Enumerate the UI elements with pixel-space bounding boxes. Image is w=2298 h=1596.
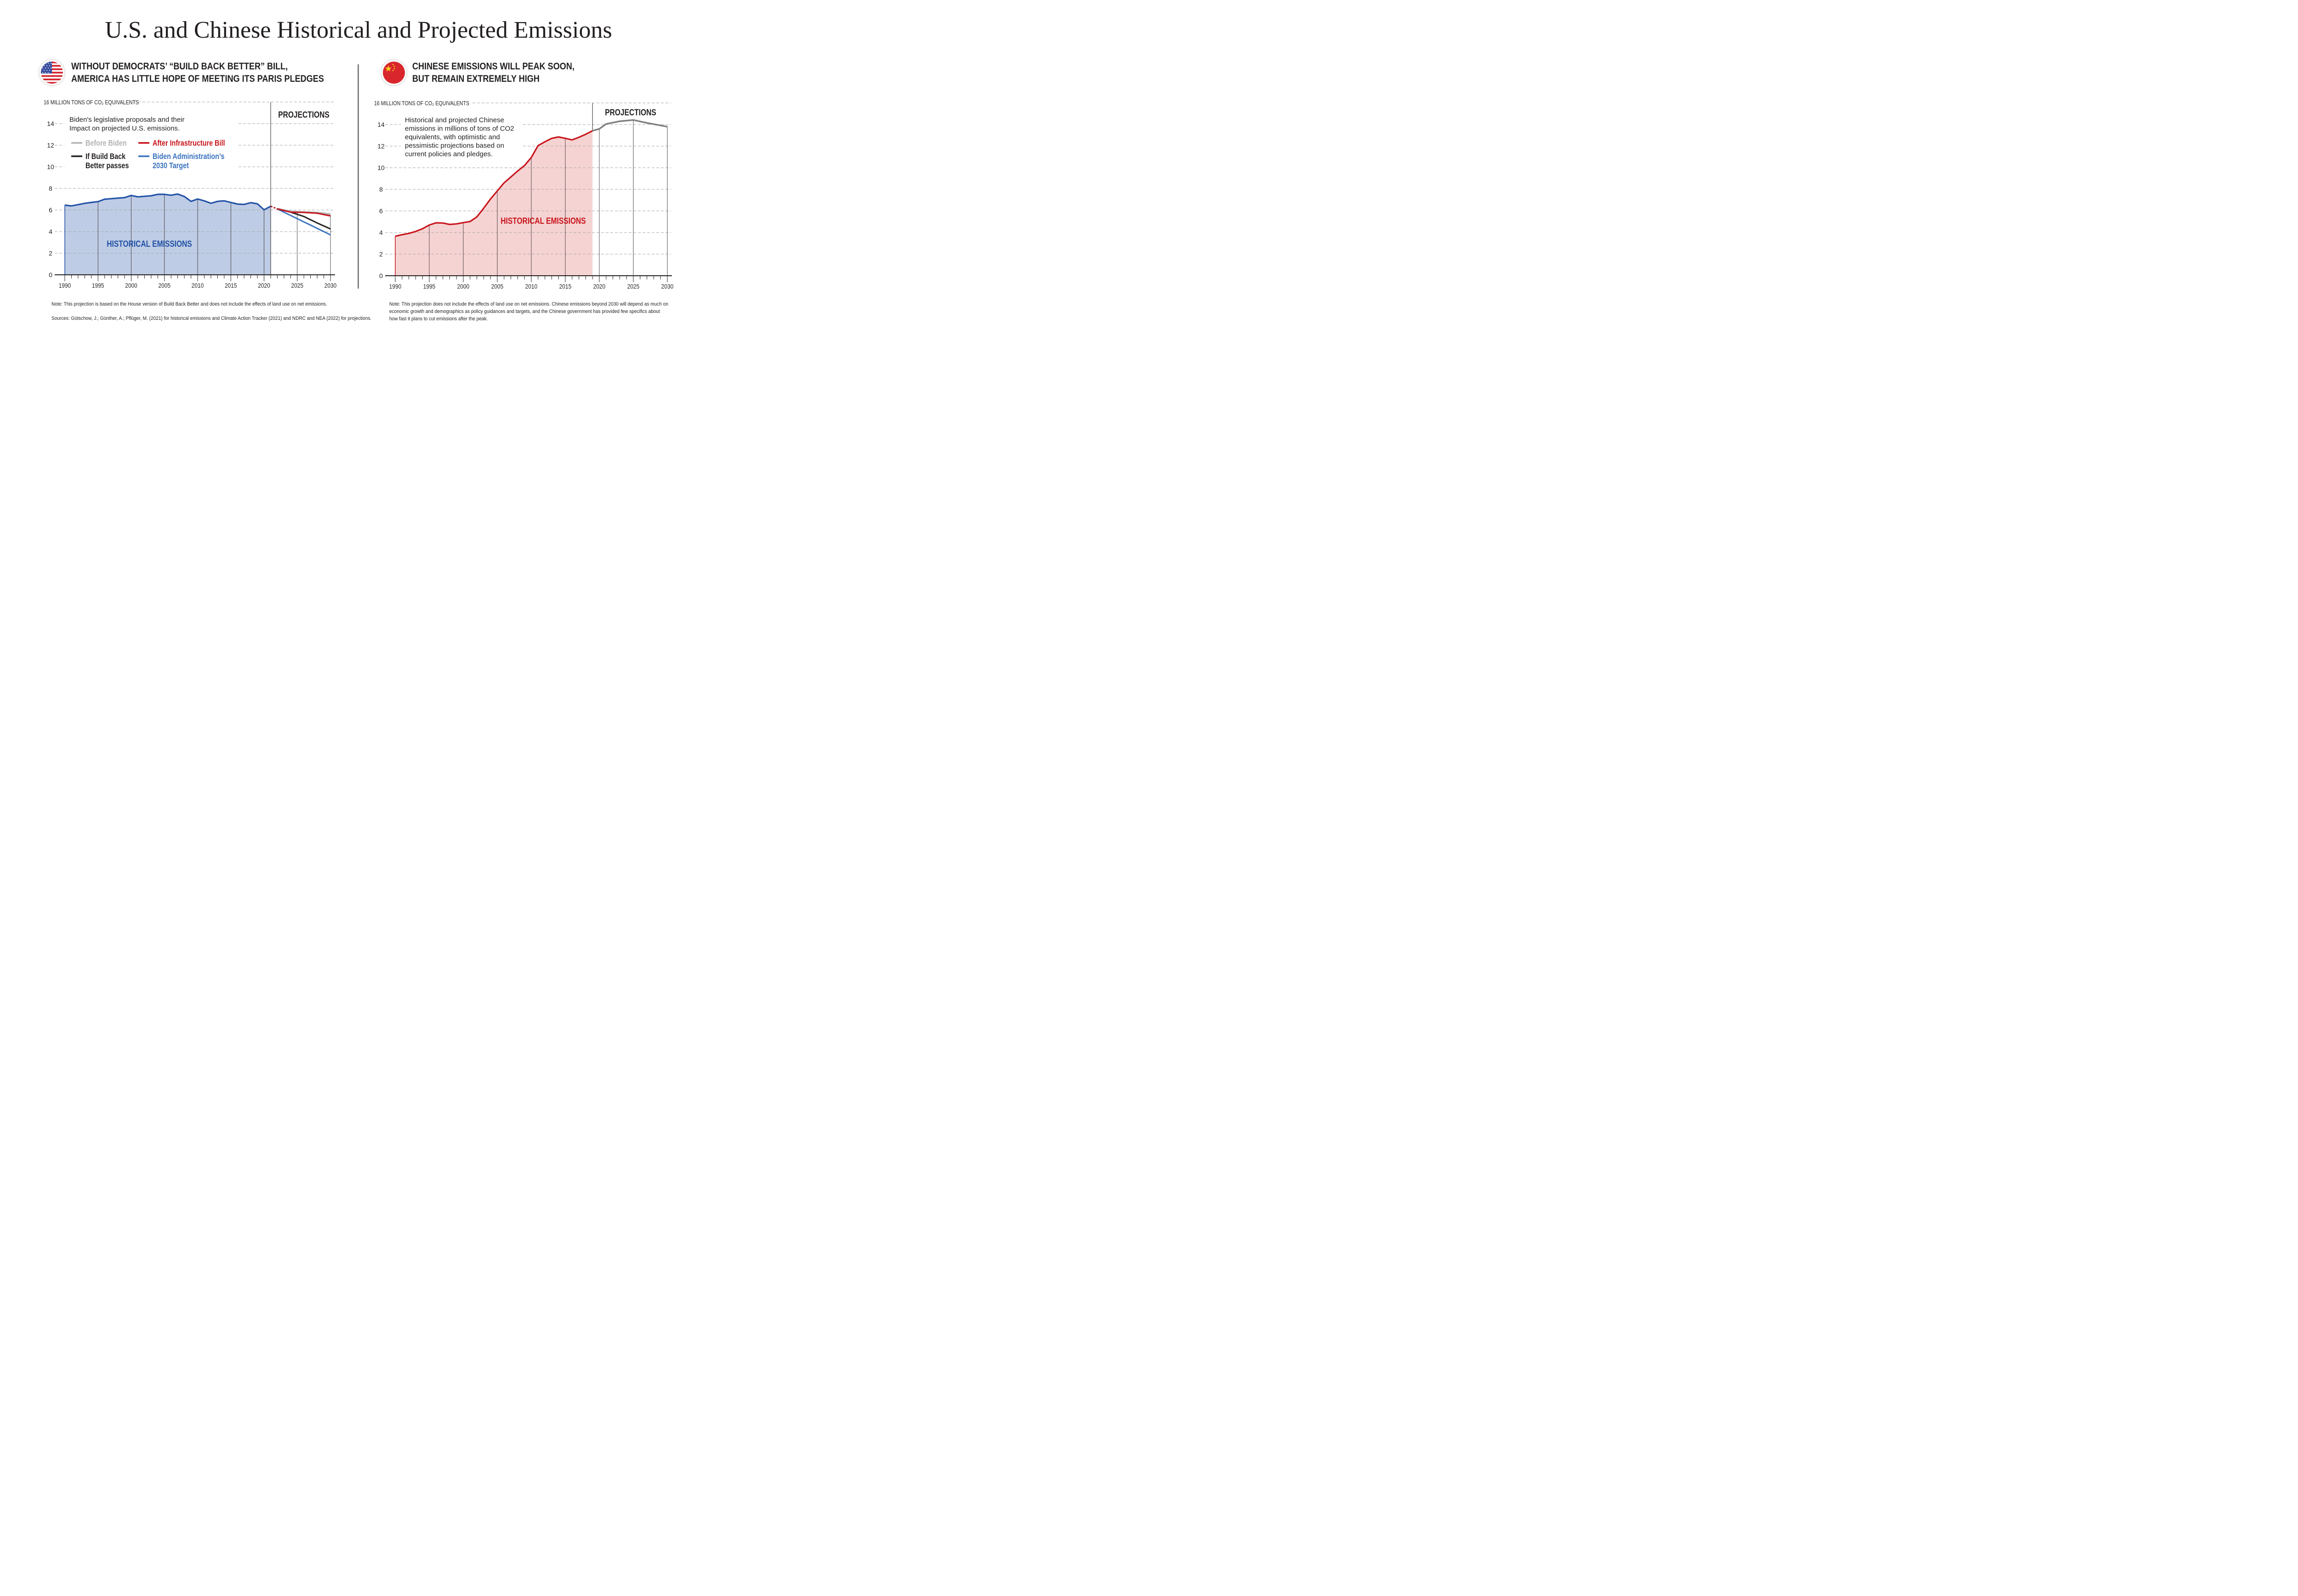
cn-ytick-12: 12	[377, 142, 385, 150]
cn-xtick-1995: 1995	[423, 283, 435, 290]
cn-xtick-2020: 2020	[593, 283, 605, 290]
infographic: U.S. and Chinese Historical and Projecte…	[0, 0, 717, 350]
us-ytick-2: 2	[49, 250, 52, 257]
cn-ylabel: 16 MILLION TONS OF CO₂ EQUIVALENTS	[374, 100, 469, 107]
cn-ytick-0: 0	[379, 272, 383, 279]
legend-label-3-1: 2030 Target	[153, 161, 189, 170]
us-series-biden-administration-s-2030-target	[277, 208, 331, 236]
cn-note-line3: how fast it plans to cut emissions after…	[389, 316, 488, 322]
us-flag-icon	[41, 62, 63, 84]
us-projections-label: PROJECTIONS	[278, 110, 330, 120]
cn-xtick-2025: 2025	[627, 283, 639, 290]
cn-description-line-1: emissions in millions of tons of CO2	[405, 125, 514, 133]
cn-description-line-3: pessimistic projections based on	[405, 142, 504, 150]
cn-heading-line2: BUT REMAIN EXTREMELY HIGH	[412, 74, 540, 84]
us-ytick-10: 10	[47, 163, 54, 170]
cn-projections-label: PROJECTIONS	[605, 108, 656, 118]
cn-xtick-2005: 2005	[491, 283, 503, 290]
us-xtick-2010: 2010	[192, 282, 204, 289]
cn-panel-heading: CHINESE EMISSIONS WILL PEAK SOON, BUT RE…	[412, 60, 574, 85]
cn-ytick-10: 10	[377, 164, 385, 171]
cn-historical-line	[395, 130, 593, 237]
cn-emissions-chart: 0 2 4 6 8 10 12 14 16 MILLION TONS OF CO₂ EQUIVA…	[374, 100, 673, 290]
us-ytick-12: 12	[47, 142, 54, 149]
us-xtick-2005: 2005	[159, 282, 171, 289]
cn-description-line-4: current policies and pledges.	[405, 150, 493, 158]
us-area-label: HISTORICAL EMISSIONS	[107, 239, 192, 249]
us-ytick-6: 6	[49, 206, 52, 214]
page-title: U.S. and Chinese Historical and Projecte…	[105, 17, 612, 43]
cn-xtick-2000: 2000	[457, 283, 469, 290]
us-ytick-8: 8	[49, 185, 52, 192]
cn-note-line2: economic growth and demographics as poli…	[389, 309, 660, 314]
us-emissions-chart: 0 2 4 6 8 10 12 14 16 MILLION TONS OF CO₂ EQUIVA…	[44, 99, 336, 289]
us-projection-connector	[270, 205, 278, 210]
us-xtick-2030: 2030	[324, 282, 336, 289]
cn-ytick-14: 14	[377, 121, 385, 128]
us-ytick-4: 4	[49, 228, 52, 235]
us-xtick-2015: 2015	[225, 282, 237, 289]
cn-xtick-2010: 2010	[525, 283, 537, 290]
us-xtick-2000: 2000	[125, 282, 137, 289]
legend-label-0-0: Before Biden	[85, 139, 127, 148]
cn-projection-line	[592, 119, 668, 132]
us-historical-area	[65, 194, 271, 275]
us-description-line1: Biden's legislative proposals and their	[69, 116, 185, 124]
cn-note: Note: This projection does not include t…	[389, 301, 668, 323]
legend-label-1-0: After Infrastructure Bill	[153, 139, 225, 148]
cn-description-box	[401, 113, 521, 159]
us-panel-heading: WITHOUT DEMOCRATS’ “BUILD BACK BETTER” B…	[71, 60, 324, 85]
us-ytick-0: 0	[49, 271, 52, 278]
us-heading-line1: WITHOUT DEMOCRATS’ “BUILD BACK BETTER” B…	[71, 61, 288, 72]
cn-historical-area	[395, 131, 593, 276]
legend-label-3-0: Biden Administration’s	[153, 152, 224, 161]
us-ylabel: 16 MILLION TONS OF CO₂ EQUIVALENTS	[44, 99, 139, 106]
cn-heading-line1: CHINESE EMISSIONS WILL PEAK SOON,	[412, 61, 574, 72]
cn-description-line-2: equivalents, with optimistic and	[405, 133, 500, 141]
china-flag-icon	[383, 62, 405, 84]
cn-description-line-0: Historical and projected Chinese	[405, 116, 504, 124]
cn-xtick-2015: 2015	[559, 283, 571, 290]
us-xtick-1990: 1990	[59, 282, 71, 289]
cn-xtick-2030: 2030	[661, 283, 673, 290]
us-xtick-1995: 1995	[92, 282, 104, 289]
us-legend-box	[64, 109, 238, 173]
legend-label-2-1: Better passes	[85, 161, 129, 170]
cn-area-label: HISTORICAL EMISSIONS	[501, 216, 586, 226]
cn-ytick-4: 4	[379, 229, 383, 236]
panel-divider	[358, 64, 359, 289]
cn-ytick-2: 2	[379, 250, 383, 258]
us-note: Note: This projection is based on the Ho…	[51, 301, 327, 307]
us-heading-line2: AMERICA HAS LITTLE HOPE OF MEETING ITS P…	[71, 74, 324, 84]
legend-label-2-0: If Build Back	[85, 152, 126, 161]
us-description-line2: Impact on projected U.S. emissions.	[69, 125, 180, 132]
cn-note-line1: Note: This projection does not include t…	[389, 301, 668, 307]
us-ytick-14: 14	[47, 120, 54, 127]
us-sources: Sources: Gütschow, J.; Günther, A.; Pflü…	[51, 316, 372, 321]
cn-ytick-8: 8	[379, 186, 383, 193]
cn-xtick-1990: 1990	[389, 283, 401, 290]
us-historical-line	[64, 193, 271, 211]
cn-ytick-6: 6	[379, 207, 383, 215]
us-xtick-2020: 2020	[258, 282, 270, 289]
us-xtick-2025: 2025	[291, 282, 303, 289]
us-series-after-infrastructure-bill	[277, 208, 331, 217]
